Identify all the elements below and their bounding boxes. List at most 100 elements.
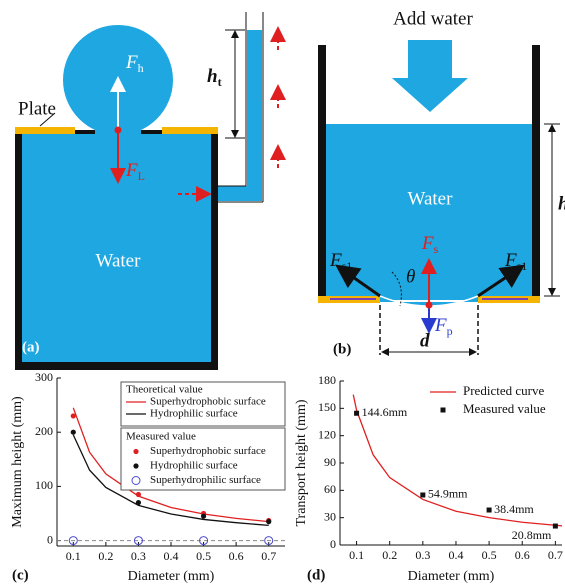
legend-entry: Hydrophilic surface bbox=[150, 408, 238, 420]
water-label: Water bbox=[408, 188, 454, 209]
y-tick-label: 0 bbox=[47, 532, 53, 546]
x-tick-label: 0.7 bbox=[261, 549, 276, 563]
force-label: Fs1 bbox=[329, 250, 352, 272]
x-tick-label: 0.4 bbox=[448, 548, 463, 562]
point bbox=[354, 410, 360, 416]
curve bbox=[72, 407, 269, 523]
point bbox=[133, 448, 139, 455]
value-label: 54.9mm bbox=[428, 487, 468, 501]
subscript: h bbox=[138, 61, 144, 75]
add-arrow bbox=[392, 40, 468, 112]
x-tick-label: 0.1 bbox=[66, 549, 81, 563]
panel-b: Add water Water Fs1 Fs Fs1 θ Fp d h (b) bbox=[318, 8, 565, 357]
y-tick-label: 30 bbox=[324, 509, 336, 523]
y-tick-label: 200 bbox=[35, 424, 53, 438]
y-tick-label: 100 bbox=[35, 478, 53, 492]
x-tick-label: 0.6 bbox=[515, 548, 530, 562]
plate bbox=[162, 127, 218, 134]
legend-entry: Superhydrophobic surface bbox=[150, 445, 266, 457]
subscript: s1 bbox=[517, 259, 528, 273]
d-label: d bbox=[420, 330, 430, 351]
plate-label: Plate bbox=[18, 98, 56, 119]
legend-entry: Superhydrophobic surface bbox=[150, 396, 266, 408]
legend-entry: Superhydrophilic surface bbox=[150, 474, 261, 486]
symbol: F bbox=[421, 233, 434, 254]
force-label: Fs bbox=[421, 233, 439, 255]
point bbox=[70, 429, 76, 435]
symbol: F bbox=[434, 315, 447, 336]
x-tick-label: 0.1 bbox=[349, 548, 364, 562]
h-label: h bbox=[558, 193, 565, 214]
y-axis-label: Maximum height (mm) bbox=[10, 396, 25, 528]
force-label: Fs1 bbox=[504, 250, 527, 272]
subscript: p bbox=[447, 324, 453, 338]
y-tick-label: 90 bbox=[324, 455, 336, 469]
point bbox=[486, 507, 492, 513]
subscript: t bbox=[218, 75, 222, 89]
point bbox=[135, 500, 142, 506]
panel-a: Plate Fh FL ht Water (a) bbox=[15, 12, 286, 370]
panel-label: (b) bbox=[333, 341, 351, 357]
x-tick-label: 0.3 bbox=[131, 549, 146, 563]
legend-title: Theoretical value bbox=[126, 384, 203, 396]
x-tick-label: 0.5 bbox=[196, 549, 211, 563]
subscript: L bbox=[138, 169, 145, 183]
subscript: s bbox=[434, 242, 439, 256]
point bbox=[440, 407, 446, 413]
chart: 0 30 60 90 120 150 180 0.1 0.2 0.3 0.4 0.5 0.6 0.7 Dia… bbox=[294, 373, 563, 584]
angle-label: θ bbox=[406, 266, 415, 287]
panel-label: (a) bbox=[22, 339, 40, 355]
point bbox=[135, 491, 142, 498]
value-label: 20.8mm bbox=[512, 528, 552, 542]
height-label: ht bbox=[207, 66, 222, 88]
x-tick-label: 0.2 bbox=[382, 548, 397, 562]
y-tick-label: 60 bbox=[324, 482, 336, 496]
symbol: h bbox=[207, 66, 218, 87]
y-tick-label: 300 bbox=[35, 370, 53, 384]
x-axis-label: Diameter (mm) bbox=[128, 569, 215, 584]
symbol: F bbox=[329, 250, 342, 271]
point bbox=[199, 536, 209, 546]
x-tick-label: 0.5 bbox=[482, 548, 497, 562]
water bbox=[22, 134, 211, 362]
legend-box bbox=[120, 427, 286, 491]
x-tick-label: 0.3 bbox=[415, 548, 430, 562]
legend-entry: Hydrophilic surface bbox=[150, 460, 238, 472]
value-label: 38.4mm bbox=[494, 502, 534, 516]
y-tick-label: 120 bbox=[318, 427, 336, 441]
force-label: Fh bbox=[125, 52, 144, 74]
y-tick-label: 0 bbox=[330, 537, 336, 551]
point bbox=[70, 413, 76, 419]
point bbox=[131, 476, 141, 485]
legend-title: Measured value bbox=[126, 431, 196, 443]
curve bbox=[352, 394, 563, 527]
x-tick-label: 0.6 bbox=[229, 549, 244, 563]
x-tick-label: 0.2 bbox=[98, 549, 113, 563]
force-label: Fp bbox=[434, 315, 453, 337]
point bbox=[200, 513, 207, 519]
y-tick-label: 150 bbox=[318, 400, 336, 414]
panel-label: (c) bbox=[12, 567, 29, 583]
legend-entry: Predicted curve bbox=[463, 383, 544, 398]
curve bbox=[72, 434, 269, 527]
force-label: FL bbox=[125, 160, 145, 182]
symbol: F bbox=[125, 52, 138, 73]
point bbox=[133, 463, 139, 469]
legend-box bbox=[120, 381, 286, 427]
symbol: F bbox=[504, 250, 517, 271]
subscript: s1 bbox=[342, 259, 353, 273]
chart: 0 100 200 300 0.1 0.2 0.3 0.4 0.5 0.6 0.7 Diameter … bbox=[10, 370, 286, 584]
point bbox=[266, 519, 272, 525]
y-axis-label: Transport height (mm) bbox=[294, 399, 309, 526]
point bbox=[552, 523, 558, 529]
point bbox=[420, 492, 426, 498]
x-axis-label: Diameter (mm) bbox=[408, 569, 495, 584]
value-label: 144.6mm bbox=[362, 405, 408, 419]
water-label: Water bbox=[96, 250, 142, 271]
x-tick-label: 0.7 bbox=[548, 548, 563, 562]
point bbox=[68, 536, 78, 546]
point bbox=[264, 536, 274, 546]
y-tick-label: 180 bbox=[318, 373, 336, 387]
add-water-label: Add water bbox=[393, 8, 473, 29]
